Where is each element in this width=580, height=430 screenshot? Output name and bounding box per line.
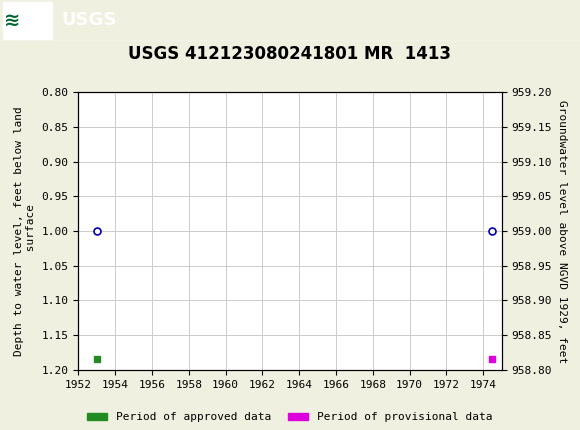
- Text: USGS 412123080241801 MR  1413: USGS 412123080241801 MR 1413: [129, 45, 451, 63]
- Text: ≋: ≋: [4, 11, 20, 30]
- FancyBboxPatch shape: [3, 2, 52, 39]
- Y-axis label: Depth to water level, feet below land
 surface: Depth to water level, feet below land su…: [14, 106, 36, 356]
- Text: USGS: USGS: [61, 12, 116, 29]
- Y-axis label: Groundwater level above NGVD 1929, feet: Groundwater level above NGVD 1929, feet: [557, 99, 567, 363]
- Legend: Period of approved data, Period of provisional data: Period of approved data, Period of provi…: [88, 412, 492, 422]
